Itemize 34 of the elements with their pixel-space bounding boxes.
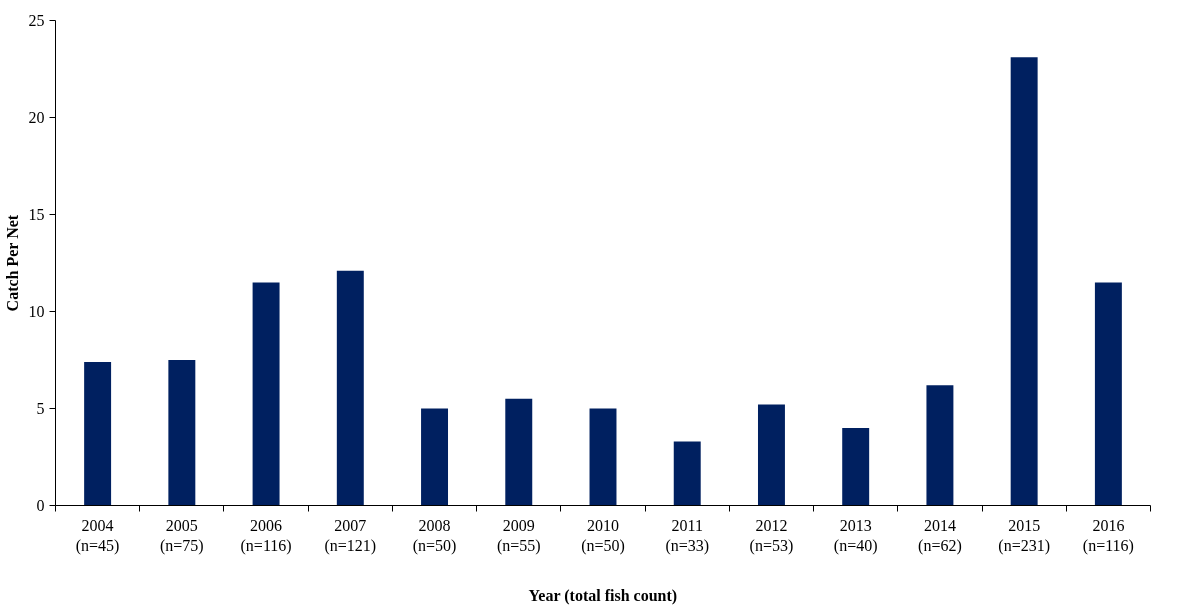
y-tick-label: 0: [36, 497, 45, 514]
bar: [1010, 57, 1038, 506]
bar: [84, 361, 112, 506]
x-tick-label: 2004 (n=45): [75, 516, 120, 555]
x-axis-title: Year (total fish count): [528, 586, 678, 605]
x-tick-label: 2012 (n=53): [749, 516, 794, 555]
y-tick-label: 20: [28, 109, 45, 126]
bar: [336, 270, 364, 506]
x-tick-label: 2010 (n=50): [581, 516, 625, 555]
bar: [1094, 282, 1122, 506]
y-tick-label: 25: [28, 12, 45, 29]
x-tick-label: 2006 (n=116): [240, 516, 292, 555]
bar: [168, 360, 196, 506]
bar: [252, 282, 280, 506]
bar: [589, 408, 617, 506]
y-tick-label: 5: [36, 400, 45, 417]
x-tick-label: 2011 (n=33): [665, 516, 710, 555]
x-tick-label: 2008 (n=50): [412, 516, 457, 555]
x-tick-label: 2009 (n=55): [496, 516, 541, 555]
bar: [926, 385, 954, 506]
x-tick-label: 2005 (n=75): [160, 516, 204, 555]
x-tick-label: 2014 (n=62): [918, 516, 962, 555]
y-tick-label: 15: [28, 206, 45, 223]
bar: [673, 441, 701, 506]
x-tick-label: 2015 (n=231): [998, 516, 1050, 555]
x-tick-label: 2007 (n=121): [324, 516, 377, 555]
y-tick-label: 10: [28, 303, 45, 320]
x-tick-label: 2016 (n=116): [1082, 516, 1134, 555]
bar: [757, 404, 785, 506]
bar: [421, 408, 449, 506]
bar: [505, 398, 533, 506]
x-tick-label: 2013 (n=40): [833, 516, 878, 555]
y-axis-title: Catch Per Net: [3, 214, 21, 312]
bar: [842, 427, 870, 506]
